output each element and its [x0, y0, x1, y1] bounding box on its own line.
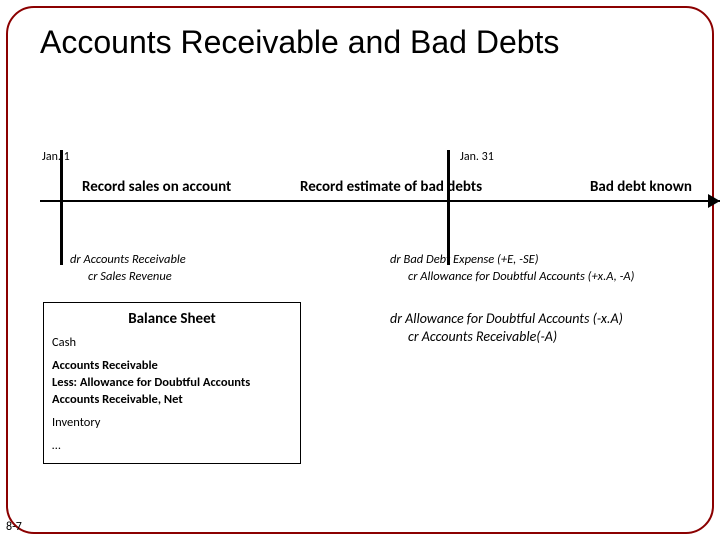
bs-line-allowance: Less: Allowance for Doubtful Accounts: [52, 375, 292, 392]
journal-entry-3: dr Allowance for Doubtful Accounts (-x.A…: [390, 310, 623, 346]
journal-entry-1: dr Accounts Receivable cr Sales Revenue: [70, 252, 186, 286]
phase-label-2: Record estimate of bad debts: [300, 178, 482, 196]
entry3-cr: cr Accounts Receivable(-A): [408, 328, 557, 346]
bs-line-ellipsis: …: [52, 438, 292, 455]
balance-sheet-title: Balance Sheet: [52, 309, 292, 329]
phase-label-3: Bad debt known: [590, 178, 692, 196]
timeline-arrow-icon: [708, 194, 720, 208]
balance-sheet-box: Balance Sheet Cash Accounts Receivable L…: [43, 302, 301, 464]
page-title: Accounts Receivable and Bad Debts: [40, 24, 680, 61]
bs-line-inventory: Inventory: [52, 415, 292, 432]
date-label-jan31: Jan. 31: [460, 150, 494, 164]
date-label-jan1: Jan. 1: [42, 150, 70, 164]
page-number: 8-7: [6, 520, 22, 534]
entry2-cr: cr Allowance for Doubtful Accounts (+x.A…: [408, 269, 634, 286]
phase-label-1: Record sales on account: [82, 178, 231, 196]
entry3-dr: dr Allowance for Doubtful Accounts (-x.A…: [390, 310, 623, 327]
entry1-cr: cr Sales Revenue: [88, 269, 172, 286]
bs-line-ar-net: Accounts Receivable, Net: [52, 392, 292, 409]
journal-entry-2: dr Bad Debt Expense (+E, -SE) cr Allowan…: [390, 252, 634, 286]
entry1-dr: dr Accounts Receivable: [70, 252, 186, 267]
bs-line-ar: Accounts Receivable: [52, 358, 292, 375]
entry2-dr: dr Bad Debt Expense (+E, -SE): [390, 252, 539, 267]
bs-line-cash: Cash: [52, 335, 292, 352]
timeline-line: [40, 200, 720, 202]
timeline-tick-jan1: [60, 150, 63, 265]
timeline-tick-jan31: [447, 150, 450, 265]
